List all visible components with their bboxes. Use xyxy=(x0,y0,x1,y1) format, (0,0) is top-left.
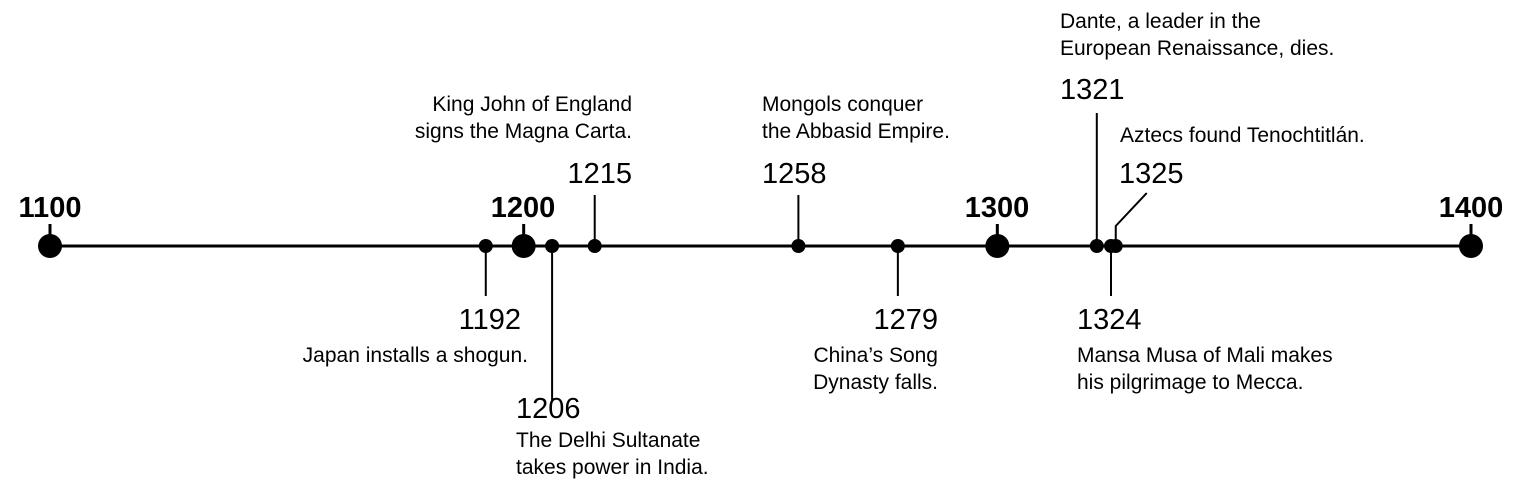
event-year-1192: 1192 xyxy=(458,304,521,336)
century-label-1100: 1100 xyxy=(18,192,82,224)
event-year-1258: 1258 xyxy=(762,158,827,190)
event-text-1258-line1: Mongols conquer xyxy=(762,93,924,116)
event-year-1324: 1324 xyxy=(1077,304,1142,336)
event-text-1325: Aztecs found Tenochtitlán. xyxy=(1120,124,1365,147)
event-marker-1321 xyxy=(1089,239,1104,253)
event-year-1215: 1215 xyxy=(567,158,632,190)
century-label-1300: 1300 xyxy=(964,192,1030,224)
event-connector-1325 xyxy=(1114,192,1148,246)
event-marker-1215 xyxy=(587,239,602,253)
century-marker-1300 xyxy=(985,234,1010,258)
century-label-1400: 1400 xyxy=(1438,192,1504,224)
event-text-1206-line2: takes power in India. xyxy=(516,456,709,479)
century-marker-1200 xyxy=(511,234,536,258)
event-year-1321: 1321 xyxy=(1060,74,1125,106)
century-marker-1400 xyxy=(1459,234,1483,258)
event-text-1279-line1: China’s Song xyxy=(813,344,938,367)
event-marker-1258 xyxy=(791,239,806,253)
event-text-1321-line2: European Renaissance, dies. xyxy=(1060,37,1335,60)
event-text-1321-line1: Dante, a leader in the xyxy=(1060,10,1261,33)
event-marker-1279 xyxy=(890,239,905,253)
century-label-1200: 1200 xyxy=(490,192,556,224)
event-marker-1206 xyxy=(545,239,560,253)
event-text-1279-line2: Dynasty falls. xyxy=(813,371,938,394)
event-text-1324-line1: Mansa Musa of Mali makes xyxy=(1077,344,1333,367)
event-text-1258-line2: the Abbasid Empire. xyxy=(762,120,950,143)
event-text-1215-line2: signs the Magna Carta. xyxy=(414,120,632,143)
event-text-1324-line2: his pilgrimage to Mecca. xyxy=(1077,371,1304,394)
event-year-1279: 1279 xyxy=(873,304,938,336)
event-marker-1325 xyxy=(1108,239,1123,253)
century-marker-1100 xyxy=(38,234,62,258)
event-marker-1192 xyxy=(478,239,493,253)
event-text-1215-line1: King John of England xyxy=(432,93,632,116)
event-year-1206: 1206 xyxy=(516,393,581,425)
event-year-1325: 1325 xyxy=(1119,158,1184,190)
event-text-1206-line1: The Delhi Sultanate xyxy=(516,429,701,452)
event-text-1192: Japan installs a shogun. xyxy=(302,344,528,367)
